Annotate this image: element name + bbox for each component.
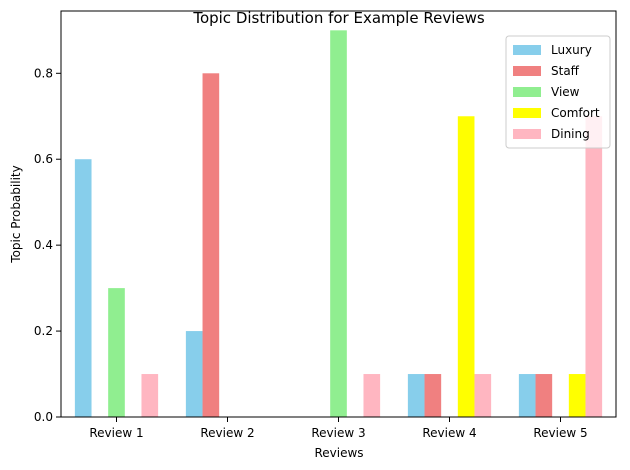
bar-dining-4	[474, 374, 492, 417]
x-tick-label: Review 2	[200, 426, 254, 440]
bar-staff-5	[535, 374, 553, 417]
x-axis: Review 1 Review 2 Review 3 Review 4 Review 5	[89, 417, 588, 440]
bar-dining-3	[363, 374, 381, 417]
bar-luxury-2	[185, 331, 203, 417]
y-tick-label: 0.8	[34, 66, 53, 80]
x-tick-label: Review 1	[89, 426, 143, 440]
legend-swatch-luxury	[513, 45, 541, 55]
chart-title: Topic Distribution for Example Reviews	[192, 9, 485, 27]
y-tick-label: 0.4	[34, 238, 53, 252]
legend-swatch-dining	[513, 129, 541, 139]
bar-staff-2	[202, 73, 220, 418]
bar-comfort-5	[568, 374, 586, 417]
legend-swatch-view	[513, 87, 541, 97]
x-tick-label: Review 3	[311, 426, 365, 440]
plot-frame	[60, 10, 617, 418]
legend-swatch-comfort	[513, 108, 541, 118]
bar-luxury-5	[518, 374, 536, 417]
x-tick-label: Review 5	[533, 426, 587, 440]
legend: Luxury Staff View Comfort Dining	[505, 35, 611, 149]
bar-comfort-4	[457, 116, 475, 417]
bar-dining-1	[141, 374, 159, 417]
x-axis-label: Reviews	[314, 446, 363, 460]
bar-staff-4	[424, 374, 442, 417]
bar-luxury-1	[74, 159, 92, 417]
x-tick-label: Review 4	[422, 426, 476, 440]
legend-label-luxury: Luxury	[551, 43, 592, 57]
legend-label-staff: Staff	[551, 64, 580, 78]
legend-label-comfort: Comfort	[551, 106, 600, 120]
legend-label-view: View	[551, 85, 580, 99]
y-tick-label: 0.6	[34, 152, 53, 166]
legend-swatch-staff	[513, 66, 541, 76]
bar-view-1	[108, 288, 125, 417]
y-tick-label: 0.0	[34, 410, 53, 424]
legend-box	[505, 35, 611, 149]
y-tick-label: 0.2	[34, 324, 53, 338]
legend-label-dining: Dining	[551, 127, 590, 141]
bar-view-3	[330, 30, 347, 418]
bar-luxury-4	[407, 374, 425, 417]
bar-dining-5	[585, 116, 603, 417]
y-axis-label: Topic Probability	[9, 165, 23, 263]
y-axis: 0.0 0.2 0.4 0.6 0.8	[34, 66, 61, 424]
bars-layer	[74, 30, 603, 418]
